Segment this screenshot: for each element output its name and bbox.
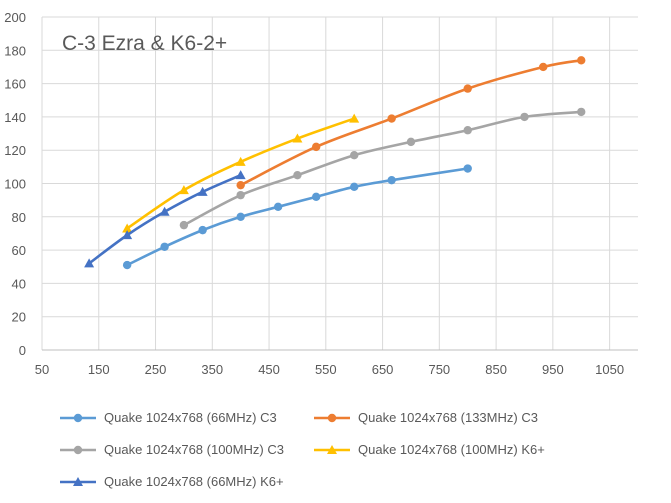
- data-point: [122, 260, 132, 270]
- x-tick-label: 350: [201, 362, 223, 377]
- data-point: [463, 84, 472, 93]
- x-tick-label: 1050: [595, 362, 624, 377]
- data-point: [387, 114, 396, 123]
- data-point: [349, 150, 359, 160]
- data-point: [387, 175, 396, 185]
- data-point: [293, 170, 302, 180]
- chart-title: C-3 Ezra & K6-2+: [62, 32, 228, 55]
- y-tick-label: 80: [12, 210, 26, 225]
- data-point: [178, 185, 189, 195]
- legend-marker: [73, 476, 83, 486]
- series-group: [84, 56, 586, 270]
- data-point: [406, 137, 416, 147]
- legend-label: Quake 1024x768 (66MHz) K6+: [104, 474, 284, 489]
- series-3: [179, 107, 586, 230]
- series-1: [122, 164, 472, 270]
- data-point: [179, 220, 189, 230]
- legend-label: Quake 1024x768 (100MHz) K6+: [358, 442, 545, 457]
- y-tick-label: 100: [4, 177, 26, 192]
- legend-marker: [73, 413, 83, 422]
- legend-label: Quake 1024x768 (133MHz) C3: [358, 410, 538, 425]
- x-tick-label: 550: [315, 362, 337, 377]
- tick-labels: 50 150 250 350 450 550 650 750 850 950 1050 0 20 40 60…: [4, 10, 624, 377]
- x-tick-label: 850: [485, 362, 507, 377]
- legend-swatch: [60, 476, 96, 486]
- legend-swatch: [60, 445, 96, 454]
- data-point: [463, 164, 472, 173]
- legend-marker: [73, 445, 83, 454]
- data-point: [463, 126, 472, 135]
- data-point: [273, 202, 283, 212]
- data-point: [236, 180, 245, 190]
- legend-item: Quake 1024x768 (100MHz) C3: [58, 442, 284, 457]
- y-tick-label: 120: [4, 143, 26, 158]
- data-point: [197, 186, 208, 196]
- y-tick-label: 40: [12, 276, 26, 291]
- legend-swatch: [314, 413, 350, 422]
- data-point: [539, 62, 548, 72]
- x-tick-label: 450: [258, 362, 280, 377]
- data-point: [122, 230, 133, 240]
- data-point: [577, 56, 586, 65]
- series-2: [236, 56, 586, 190]
- x-tick-label: 50: [35, 362, 49, 377]
- legend-item: Quake 1024x768 (66MHz) C3: [58, 410, 277, 425]
- legend-swatch: [314, 444, 350, 454]
- y-tick-label: 180: [4, 43, 26, 58]
- data-point: [311, 192, 321, 202]
- legend-swatch: [60, 413, 96, 422]
- y-tick-label: 140: [4, 110, 26, 125]
- y-tick-label: 60: [12, 243, 26, 258]
- data-point: [292, 133, 303, 143]
- legend-item: Quake 1024x768 (133MHz) C3: [312, 410, 538, 425]
- data-point: [122, 223, 133, 233]
- x-tick-label: 750: [428, 362, 450, 377]
- data-point: [159, 206, 170, 216]
- data-point: [577, 107, 586, 117]
- x-tick-label: 650: [372, 362, 394, 377]
- series-4: [122, 113, 360, 233]
- y-tick-label: 20: [12, 310, 26, 325]
- y-tick-label: 200: [4, 10, 26, 25]
- series-5: [84, 170, 246, 268]
- data-point: [160, 242, 169, 251]
- y-tick-label: 0: [19, 343, 26, 358]
- data-point: [311, 142, 321, 152]
- data-point: [235, 156, 246, 166]
- gridlines: [41, 16, 638, 350]
- y-tick-label: 160: [4, 77, 26, 92]
- data-point: [236, 190, 245, 200]
- x-tick-label: 950: [542, 362, 564, 377]
- data-point: [349, 113, 360, 123]
- data-point: [236, 212, 245, 221]
- legend-label: Quake 1024x768 (66MHz) C3: [104, 410, 277, 425]
- data-point: [84, 258, 95, 268]
- data-point: [349, 182, 359, 192]
- legend-marker: [327, 413, 337, 422]
- legend-marker: [327, 444, 337, 454]
- legend-item: Quake 1024x768 (66MHz) K6+: [58, 474, 284, 489]
- x-tick-label: 250: [145, 362, 167, 377]
- legend-label: Quake 1024x768 (100MHz) C3: [104, 442, 284, 457]
- series-line: [239, 58, 583, 187]
- data-point: [198, 225, 207, 235]
- x-tick-label: 150: [88, 362, 110, 377]
- legend-item: Quake 1024x768 (100MHz) K6+: [312, 442, 545, 457]
- data-point: [235, 170, 246, 180]
- data-point: [520, 112, 529, 122]
